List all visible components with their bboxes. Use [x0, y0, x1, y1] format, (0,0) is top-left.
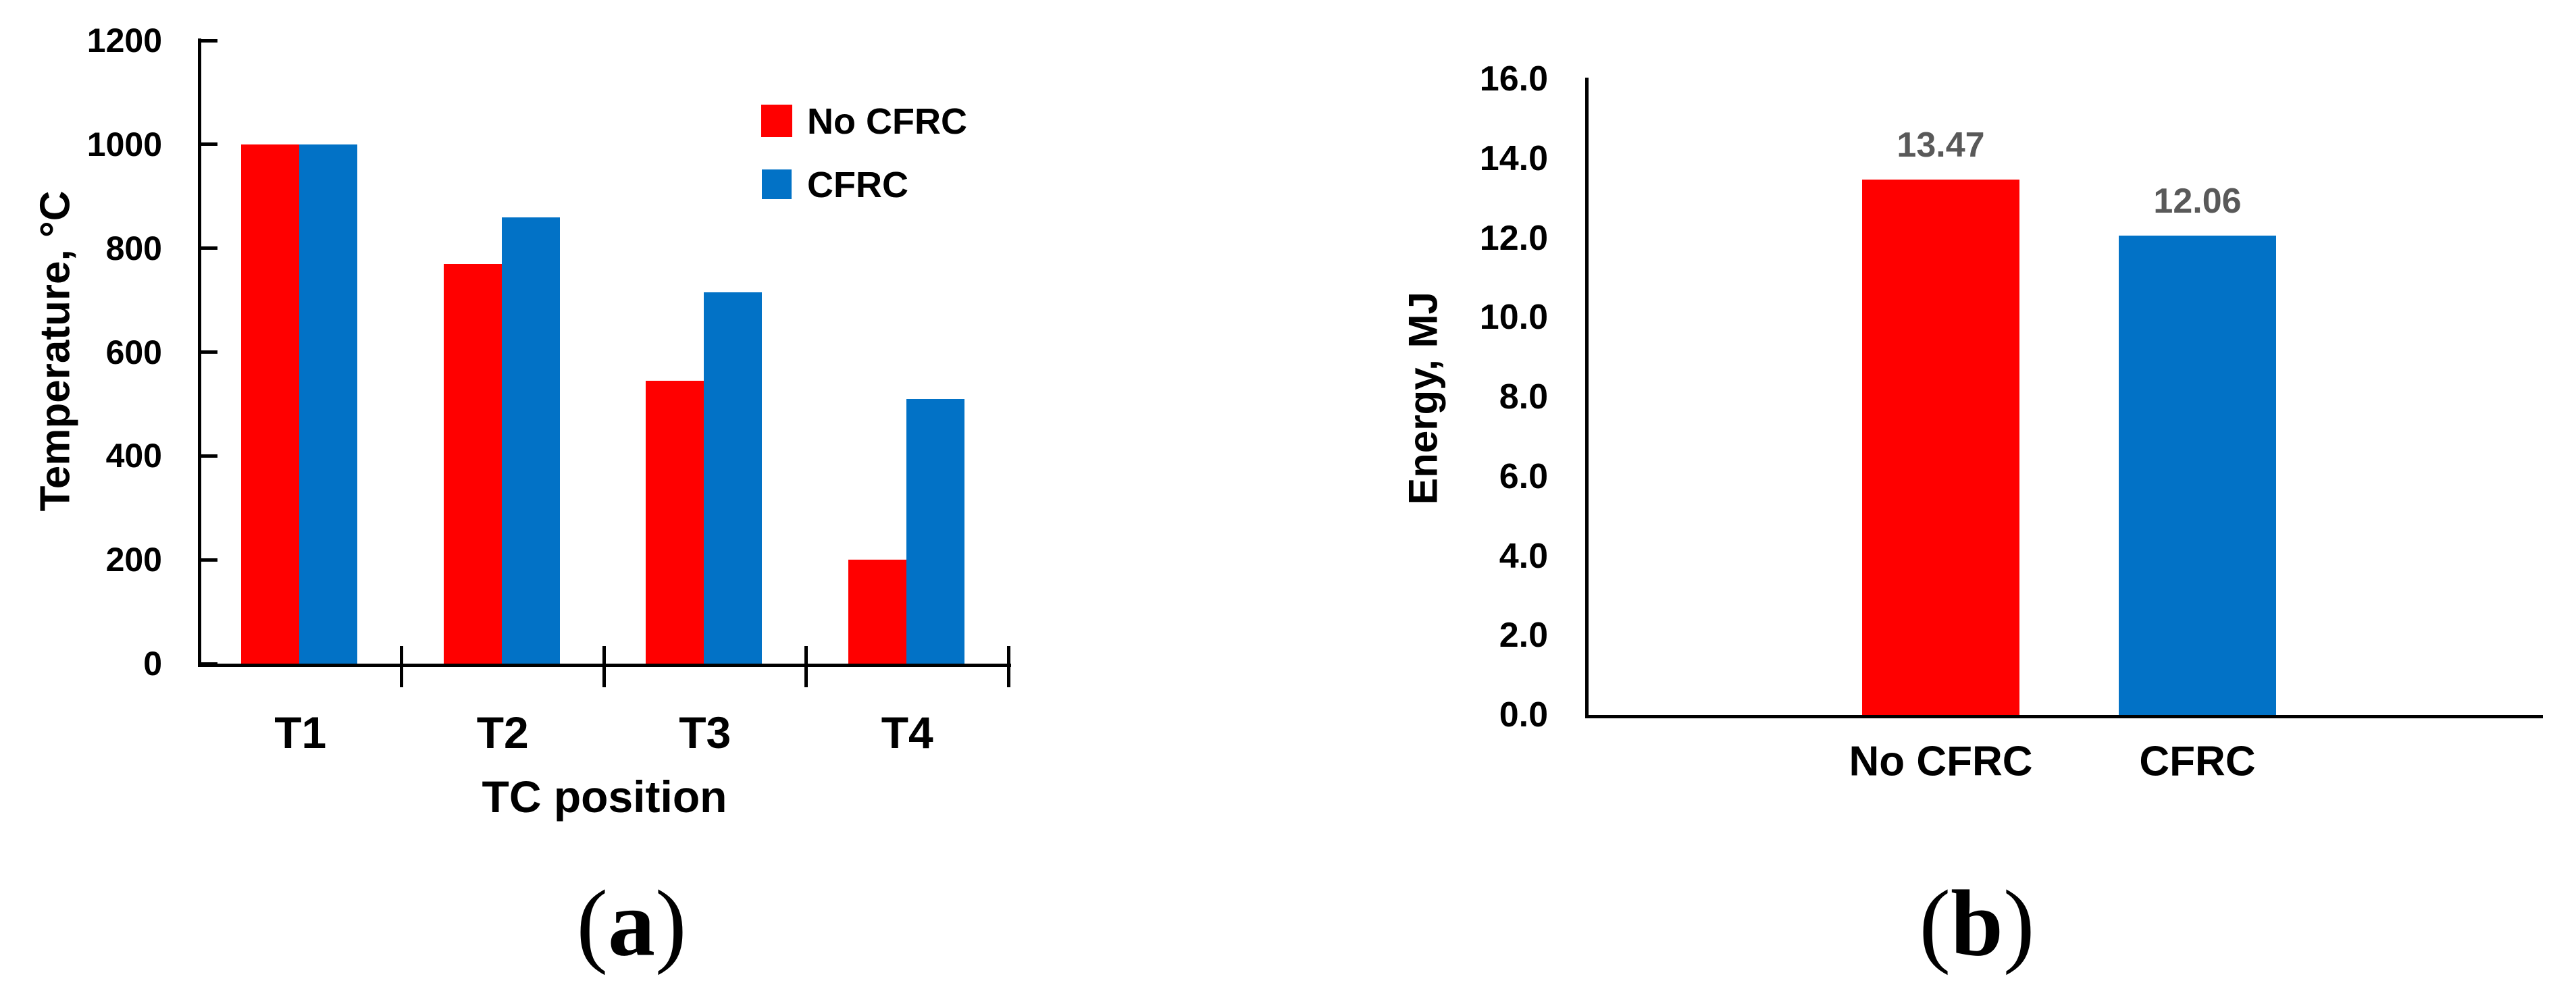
x-tick-separator-3	[804, 646, 808, 687]
x-tick-separator-2	[602, 646, 606, 687]
caption-a: (a)	[576, 870, 686, 978]
energy-y-tick-label-8: 8.0	[1499, 377, 1548, 417]
y-tick-1000	[201, 142, 217, 146]
caption-a-letter: a	[608, 871, 655, 976]
energy-y-tick-label-4: 4.0	[1499, 536, 1548, 576]
bar-cfrc-t2	[501, 217, 560, 664]
energy-y-tick-label-2: 2.0	[1499, 616, 1548, 656]
y-tick-600	[201, 350, 217, 354]
caption-a-close-paren: )	[655, 871, 687, 976]
legend-label-no-cfrc: No CFRC	[807, 101, 967, 142]
bar-no-cfrc-t4	[848, 560, 906, 664]
category-label-t3: T3	[679, 708, 731, 757]
bar-cfrc-t1	[299, 144, 357, 664]
bar-no-cfrc-t3	[646, 380, 704, 664]
y-tick-200	[201, 558, 217, 562]
legend-swatch-cfrc	[762, 169, 792, 199]
y-tick-800	[201, 246, 217, 250]
bar-no-cfrc-t2	[443, 263, 502, 664]
energy-y-tick-label-6: 6.0	[1499, 456, 1548, 496]
caption-b-letter: b	[1951, 871, 2003, 976]
y-tick-label-800: 800	[105, 229, 162, 267]
energy-category-label-no-cfrc: No CFRC	[1849, 738, 2033, 785]
energy-y-axis-line	[1585, 78, 1589, 718]
legend-swatch-no-cfrc	[761, 105, 792, 137]
caption-b-close-paren: )	[2003, 871, 2035, 976]
y-tick-1200	[201, 38, 217, 43]
energy-category-label-cfrc: CFRC	[2139, 738, 2256, 785]
energy-y-tick-label-0: 0.0	[1499, 695, 1548, 735]
y-tick-label-1000: 1000	[86, 125, 162, 163]
y-tick-label-0: 0	[143, 645, 162, 683]
caption-a-open-paren: (	[576, 871, 608, 976]
y-tick-label-600: 600	[105, 333, 162, 371]
bar-cfrc-t3	[704, 292, 762, 664]
y-tick-label-1200: 1200	[86, 22, 162, 59]
temperature-y-axis-line	[198, 38, 201, 667]
energy-bar-no-cfrc	[1862, 179, 2019, 715]
bar-no-cfrc-t1	[241, 144, 299, 664]
category-label-t2: T2	[476, 708, 529, 757]
y-tick-label-200: 200	[105, 541, 162, 579]
caption-b: (b)	[1919, 870, 2034, 978]
temperature-y-axis-title: Temperature, °C	[32, 190, 79, 512]
y-tick-label-400: 400	[105, 437, 162, 475]
x-tick-separator-1	[400, 646, 403, 687]
y-tick-400	[201, 454, 217, 458]
energy-y-axis-title: Energy, MJ	[1400, 292, 1446, 505]
x-tick-separator-4	[1006, 646, 1010, 687]
energy-y-tick-label-14: 14.0	[1479, 138, 1548, 178]
legend-label-cfrc: CFRC	[807, 165, 908, 205]
temperature-x-axis-title: TC position	[482, 772, 727, 822]
value-label-cfrc: 12.06	[2153, 181, 2242, 221]
caption-b-open-paren: (	[1919, 871, 1951, 976]
energy-y-tick-label-16: 16.0	[1479, 59, 1548, 99]
value-label-no-cfrc: 13.47	[1897, 125, 1985, 165]
bar-cfrc-t4	[906, 398, 964, 664]
category-label-t1: T1	[274, 708, 327, 757]
category-label-t4: T4	[881, 708, 933, 757]
energy-bar-cfrc	[2119, 235, 2276, 715]
energy-x-axis-line	[1585, 715, 2543, 718]
energy-y-tick-label-10: 10.0	[1479, 298, 1548, 338]
y-tick-0	[201, 662, 217, 666]
energy-y-tick-label-12: 12.0	[1479, 218, 1548, 258]
